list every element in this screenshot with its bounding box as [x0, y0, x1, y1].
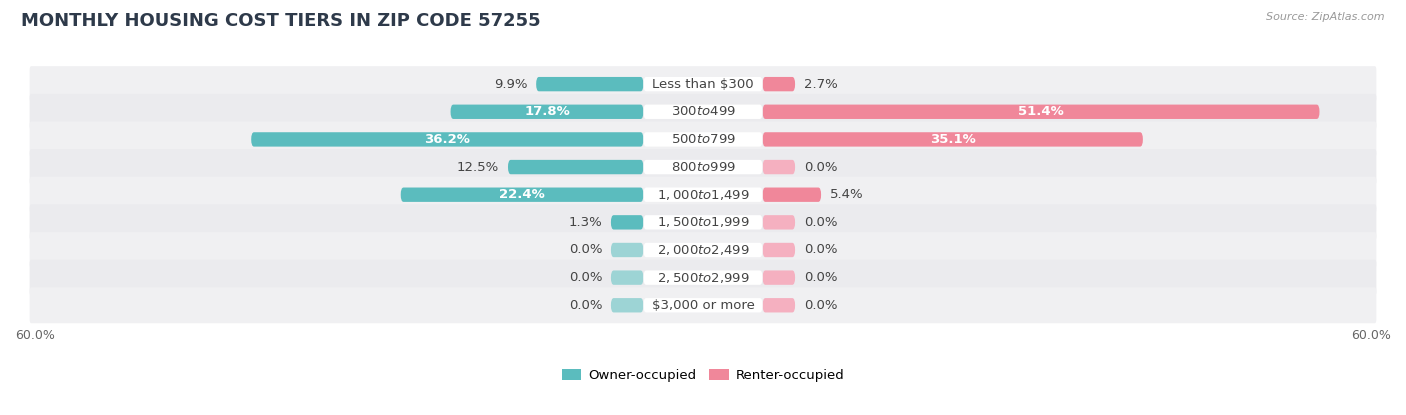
FancyBboxPatch shape [610, 298, 644, 312]
FancyBboxPatch shape [30, 94, 1376, 130]
Text: 0.0%: 0.0% [804, 216, 837, 229]
FancyBboxPatch shape [644, 132, 762, 146]
Text: 17.8%: 17.8% [524, 105, 569, 118]
FancyBboxPatch shape [644, 188, 762, 202]
Text: MONTHLY HOUSING COST TIERS IN ZIP CODE 57255: MONTHLY HOUSING COST TIERS IN ZIP CODE 5… [21, 12, 541, 30]
FancyBboxPatch shape [644, 77, 762, 91]
Text: $3,000 or more: $3,000 or more [651, 299, 755, 312]
FancyBboxPatch shape [762, 77, 796, 91]
Text: 35.1%: 35.1% [929, 133, 976, 146]
Text: 5.4%: 5.4% [830, 188, 863, 201]
Text: 1.3%: 1.3% [568, 216, 602, 229]
FancyBboxPatch shape [30, 149, 1376, 185]
FancyBboxPatch shape [30, 66, 1376, 102]
Text: $300 to $499: $300 to $499 [671, 105, 735, 118]
Text: 22.4%: 22.4% [499, 188, 546, 201]
Text: 0.0%: 0.0% [569, 271, 602, 284]
FancyBboxPatch shape [610, 243, 644, 257]
Text: Source: ZipAtlas.com: Source: ZipAtlas.com [1267, 12, 1385, 22]
Text: 0.0%: 0.0% [804, 244, 837, 256]
Text: 51.4%: 51.4% [1018, 105, 1064, 118]
FancyBboxPatch shape [762, 215, 796, 229]
FancyBboxPatch shape [762, 271, 796, 285]
Text: 60.0%: 60.0% [15, 329, 55, 342]
Text: 2.7%: 2.7% [804, 78, 838, 90]
Text: $2,000 to $2,499: $2,000 to $2,499 [657, 243, 749, 257]
FancyBboxPatch shape [762, 132, 1143, 146]
Text: $2,500 to $2,999: $2,500 to $2,999 [657, 271, 749, 285]
FancyBboxPatch shape [762, 188, 821, 202]
FancyBboxPatch shape [450, 105, 644, 119]
FancyBboxPatch shape [762, 105, 1319, 119]
FancyBboxPatch shape [401, 188, 644, 202]
Legend: Owner-occupied, Renter-occupied: Owner-occupied, Renter-occupied [557, 364, 849, 388]
FancyBboxPatch shape [644, 215, 762, 229]
Text: 0.0%: 0.0% [569, 299, 602, 312]
Text: 60.0%: 60.0% [1351, 329, 1391, 342]
FancyBboxPatch shape [762, 298, 796, 312]
FancyBboxPatch shape [610, 215, 644, 229]
Text: 36.2%: 36.2% [425, 133, 470, 146]
FancyBboxPatch shape [610, 271, 644, 285]
FancyBboxPatch shape [30, 232, 1376, 268]
FancyBboxPatch shape [644, 243, 762, 257]
Text: $1,500 to $1,999: $1,500 to $1,999 [657, 215, 749, 229]
FancyBboxPatch shape [762, 243, 796, 257]
Text: $1,000 to $1,499: $1,000 to $1,499 [657, 188, 749, 202]
FancyBboxPatch shape [644, 271, 762, 285]
Text: 0.0%: 0.0% [804, 271, 837, 284]
FancyBboxPatch shape [30, 287, 1376, 323]
FancyBboxPatch shape [252, 132, 644, 146]
Text: 0.0%: 0.0% [804, 161, 837, 173]
Text: 0.0%: 0.0% [804, 299, 837, 312]
Text: Less than $300: Less than $300 [652, 78, 754, 90]
FancyBboxPatch shape [30, 122, 1376, 157]
FancyBboxPatch shape [30, 177, 1376, 212]
Text: 0.0%: 0.0% [569, 244, 602, 256]
Text: $800 to $999: $800 to $999 [671, 161, 735, 173]
Text: $500 to $799: $500 to $799 [671, 133, 735, 146]
FancyBboxPatch shape [644, 298, 762, 312]
FancyBboxPatch shape [762, 160, 796, 174]
Text: 12.5%: 12.5% [457, 161, 499, 173]
FancyBboxPatch shape [30, 204, 1376, 240]
FancyBboxPatch shape [30, 260, 1376, 295]
FancyBboxPatch shape [508, 160, 644, 174]
FancyBboxPatch shape [644, 105, 762, 119]
FancyBboxPatch shape [644, 160, 762, 174]
FancyBboxPatch shape [536, 77, 644, 91]
Text: 9.9%: 9.9% [494, 78, 527, 90]
